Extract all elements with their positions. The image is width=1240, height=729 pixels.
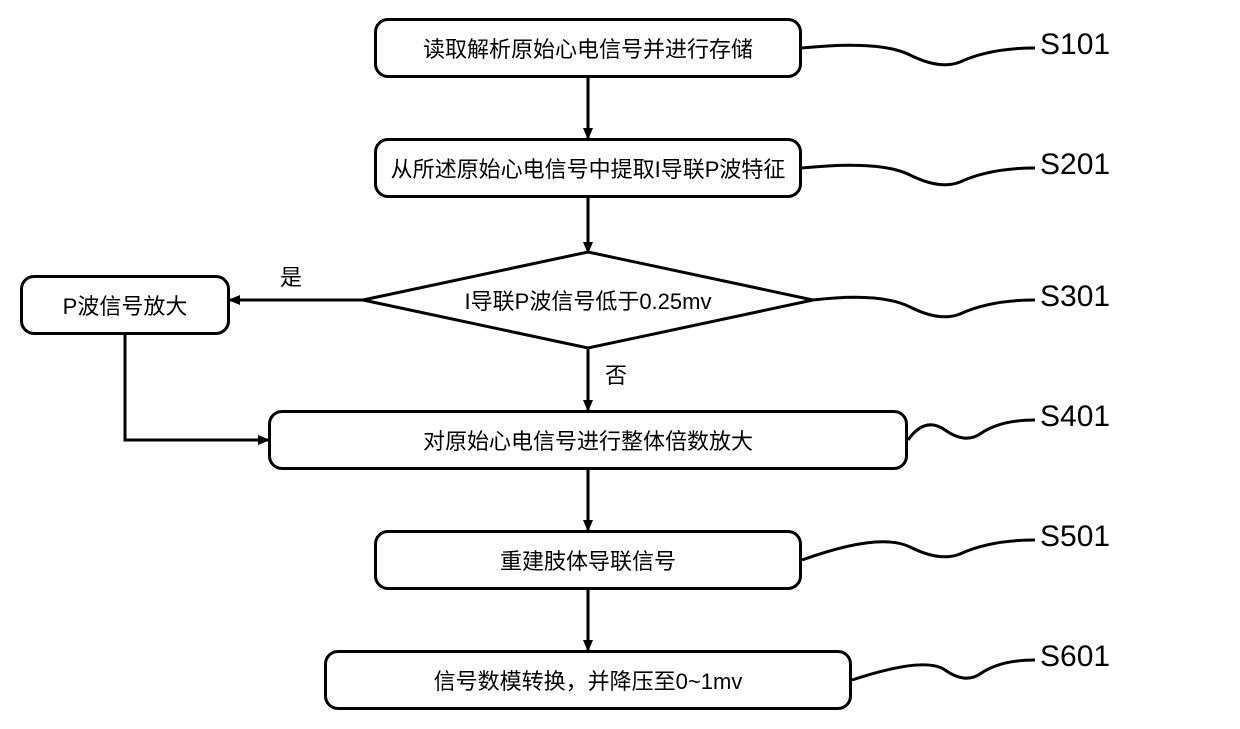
node-text: 对原始心电信号进行整体倍数放大 <box>423 424 753 456</box>
step-node-s101: 读取解析原始心电信号并进行存储 <box>374 18 802 78</box>
step-label-s401: S401 <box>1040 400 1110 434</box>
step-label-s201: S201 <box>1040 148 1110 182</box>
step-label-s601: S601 <box>1040 640 1110 674</box>
decision-text: I导联P波信号低于0.25mv <box>465 284 712 316</box>
step-label-s501: S501 <box>1040 520 1110 554</box>
step-label-s101: S101 <box>1040 28 1110 62</box>
amplify-node: P波信号放大 <box>20 275 230 335</box>
node-text: 重建肢体导联信号 <box>500 544 676 576</box>
step-node-s201: 从所述原始心电信号中提取I导联P波特征 <box>374 138 802 198</box>
edge-label-yes: 是 <box>280 260 302 292</box>
step-node-s601: 信号数模转换，并降压至0~1mv <box>324 650 852 710</box>
step-node-s401: 对原始心电信号进行整体倍数放大 <box>268 410 908 470</box>
step-node-s501: 重建肢体导联信号 <box>374 530 802 590</box>
node-text: 信号数模转换，并降压至0~1mv <box>434 664 743 696</box>
node-text: 从所述原始心电信号中提取I导联P波特征 <box>391 152 786 184</box>
node-text: P波信号放大 <box>63 289 188 321</box>
step-label-s301: S301 <box>1040 280 1110 314</box>
decision-node-s301: I导联P波信号低于0.25mv <box>363 252 813 348</box>
edge-label-no: 否 <box>605 358 627 390</box>
node-text: 读取解析原始心电信号并进行存储 <box>423 32 753 64</box>
